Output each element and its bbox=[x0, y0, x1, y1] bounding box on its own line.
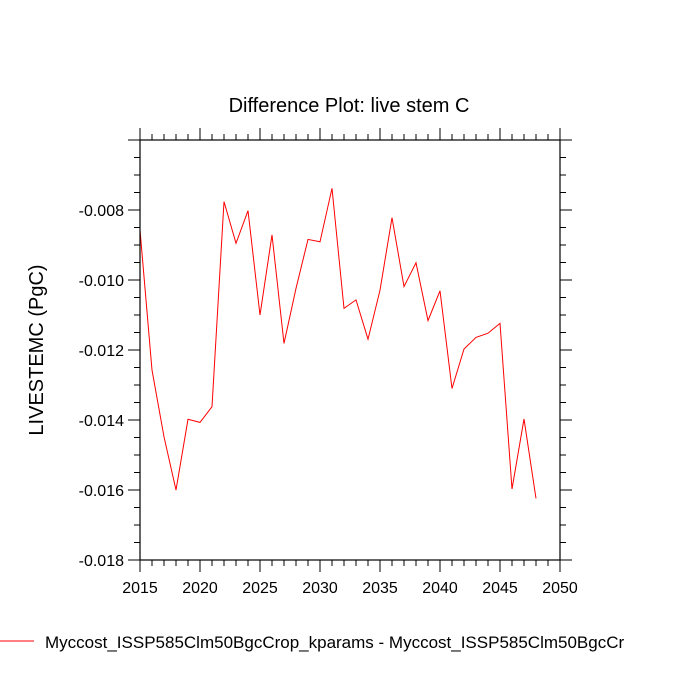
axis-ticks bbox=[128, 128, 572, 572]
x-tick-label: 2035 bbox=[362, 580, 398, 597]
y-tick-label: -0.012 bbox=[79, 343, 124, 360]
y-tick-label: -0.008 bbox=[79, 203, 124, 220]
x-tick-label: 2015 bbox=[122, 580, 158, 597]
plot-frame bbox=[139, 139, 561, 561]
legend-label: Myccost_ISSP585Clm50BgcCrop_kparams - My… bbox=[45, 633, 625, 652]
y-axis-label: LIVESTEMC (PgC) bbox=[26, 264, 48, 435]
series-line bbox=[139, 188, 537, 499]
x-tick-label: 2025 bbox=[242, 580, 278, 597]
x-tick-label: 2020 bbox=[182, 580, 218, 597]
x-tick-label: 2045 bbox=[482, 580, 518, 597]
x-tick-label: 2040 bbox=[422, 580, 458, 597]
y-tick-label: -0.014 bbox=[79, 413, 124, 430]
chart-title: Difference Plot: live stem C bbox=[229, 95, 470, 117]
x-tick-label: 2030 bbox=[302, 580, 338, 597]
series-lines bbox=[139, 188, 537, 499]
y-tick-label: -0.018 bbox=[79, 553, 124, 570]
tick-labels: 2015 2020 2025 2030 2035 2040 2045 2050 -0.018 -0… bbox=[79, 203, 578, 597]
y-tick-label: -0.010 bbox=[79, 273, 124, 290]
y-tick-label: -0.016 bbox=[79, 483, 124, 500]
legend: Myccost_ISSP585Clm50BgcCrop_kparams - My… bbox=[0, 633, 625, 652]
x-tick-label: 2050 bbox=[542, 580, 578, 597]
